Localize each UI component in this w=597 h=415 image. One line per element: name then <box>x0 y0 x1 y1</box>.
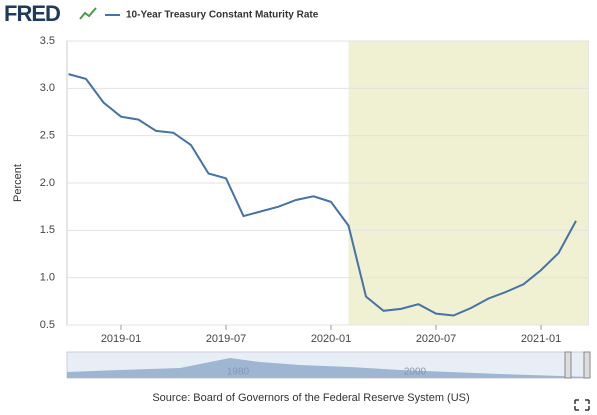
y-tick-label: 1.5 <box>40 224 55 236</box>
x-tick-label: 2020-01 <box>311 333 351 345</box>
y-tick-label: 3.0 <box>40 82 55 94</box>
y-tick-label: 0.5 <box>40 319 55 331</box>
navigator-label: 2000 <box>404 367 427 378</box>
y-tick-label: 3.5 <box>40 35 55 47</box>
x-tick-label: 2019-01 <box>101 333 141 345</box>
y-tick-label: 2.5 <box>40 130 55 142</box>
navigator-area <box>67 358 588 378</box>
x-tick-label: 2020-07 <box>416 333 456 345</box>
source: Source: Board of Governors of the Federa… <box>152 392 469 404</box>
y-tick-label: 1.0 <box>40 272 55 284</box>
x-tick-label: 2021-01 <box>521 333 561 345</box>
navigator-handle[interactable] <box>564 351 572 379</box>
y-tick-label: 2.0 <box>40 177 55 189</box>
x-tick-label: 2019-07 <box>206 333 246 345</box>
navigator-handle[interactable] <box>583 351 591 379</box>
data-line <box>68 73 577 317</box>
logo: FRED <box>4 1 60 26</box>
y-axis-label: Percent <box>12 164 24 202</box>
logo-icon <box>79 7 97 20</box>
fullscreen-icon[interactable] <box>574 399 590 411</box>
legend-label: 10-Year Treasury Constant Maturity Rate <box>126 10 319 21</box>
navigator-label: 1980 <box>227 367 250 378</box>
